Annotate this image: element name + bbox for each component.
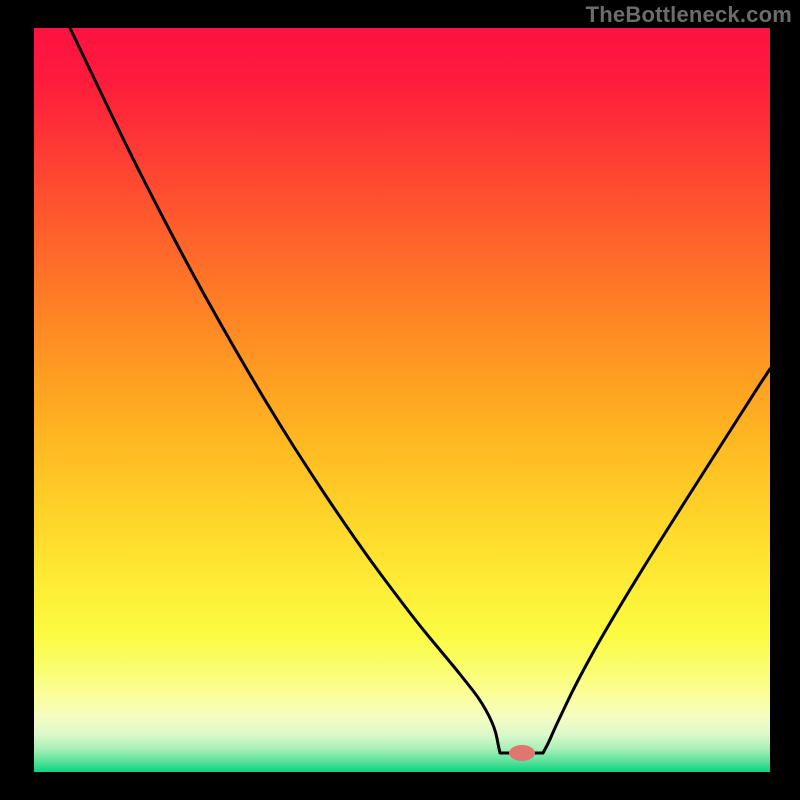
- bottleneck-chart: [0, 0, 800, 800]
- optimal-marker: [509, 745, 535, 761]
- plot-background: [34, 28, 770, 772]
- watermark-text: TheBottleneck.com: [586, 2, 792, 28]
- chart-container: TheBottleneck.com: [0, 0, 800, 800]
